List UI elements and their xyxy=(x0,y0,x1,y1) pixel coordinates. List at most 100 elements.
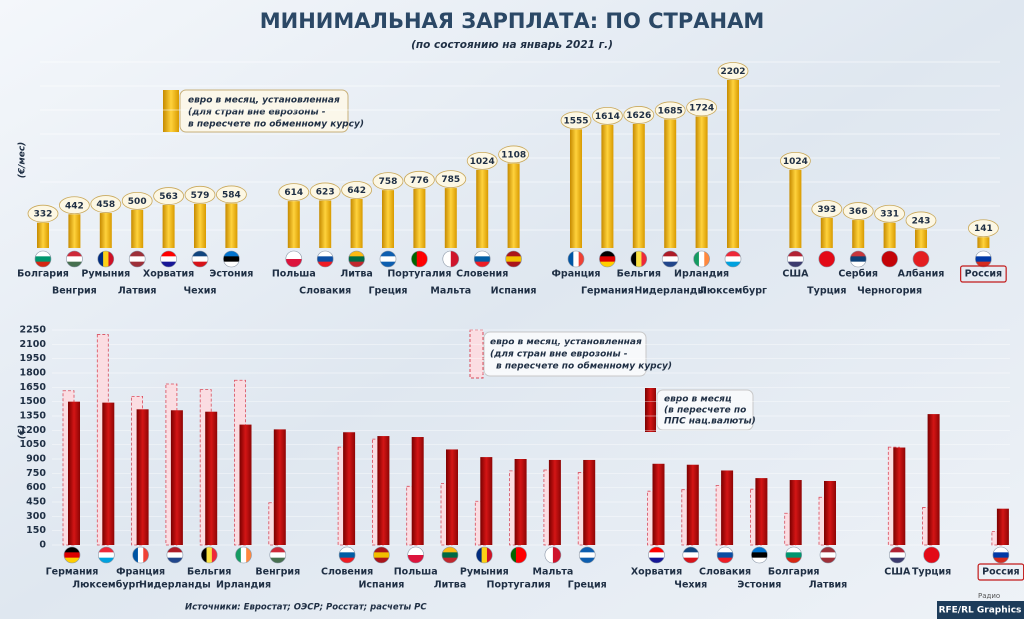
x-tick-label: Эстония xyxy=(209,269,253,280)
flag xyxy=(579,547,596,563)
x-tick-label: Греция xyxy=(568,580,607,591)
x-tick-label: Люксембург xyxy=(72,580,140,591)
bar xyxy=(350,199,363,248)
bar xyxy=(446,449,458,545)
value-label-bg xyxy=(341,181,373,199)
flag-rim xyxy=(34,250,52,268)
flag xyxy=(923,547,940,563)
bar xyxy=(583,459,596,545)
value-label-bg xyxy=(654,101,686,120)
flag xyxy=(474,251,491,267)
flag-stripe xyxy=(785,547,802,553)
flag-stripe xyxy=(682,547,699,553)
x-tick-label: Сербия xyxy=(838,269,878,280)
x-tick-label: Румыния xyxy=(460,567,509,578)
flag-stripe xyxy=(66,251,83,257)
flag-stripe xyxy=(317,256,334,262)
source: Источники: Евростат; ОЭСР; Росстат; расч… xyxy=(185,603,427,613)
flag-stripe xyxy=(97,251,104,267)
flag xyxy=(889,547,906,563)
bar xyxy=(893,447,906,545)
flag xyxy=(751,547,768,563)
value-label-bg xyxy=(466,151,498,170)
flag-stripe xyxy=(481,547,488,563)
x-tick-label: Венгрия xyxy=(52,286,97,297)
flag-stripe xyxy=(380,256,396,262)
value-label-bg xyxy=(811,200,843,218)
value-label: 758 xyxy=(379,177,398,187)
flag-stripe xyxy=(785,557,802,563)
bar xyxy=(411,437,424,545)
flag-stripe xyxy=(787,251,804,257)
bar xyxy=(664,119,677,248)
flag-rim xyxy=(191,250,209,268)
value-label-bg xyxy=(372,172,404,191)
y-tick-label: 900 xyxy=(26,454,46,465)
flag-stripe xyxy=(476,547,482,563)
flag xyxy=(269,547,286,563)
flag-stripe xyxy=(992,557,1009,563)
flag-stripe xyxy=(751,547,768,553)
bar xyxy=(601,124,614,248)
value-label-bg xyxy=(27,204,59,223)
flag-stripe xyxy=(850,251,867,257)
flag-stripe xyxy=(850,261,867,267)
flag-stripe xyxy=(881,251,898,267)
flag-stripe xyxy=(98,557,115,563)
flag xyxy=(881,251,898,267)
flag xyxy=(662,251,679,267)
flag-stripe xyxy=(662,261,679,267)
legend-text: в пересчете по обменному курсу) xyxy=(496,361,672,372)
bar xyxy=(727,79,739,248)
value-label: 584 xyxy=(222,190,241,200)
bar xyxy=(170,410,183,545)
legend-text: евро в месяц, установленная xyxy=(188,96,340,106)
x-tick-label: Турция xyxy=(807,286,846,297)
flag-stripe xyxy=(269,552,286,558)
y-tick-label: 1200 xyxy=(20,425,47,436)
flag-rim xyxy=(473,250,491,268)
flag-stripe xyxy=(648,552,665,558)
flag-stripe xyxy=(913,251,929,267)
bar xyxy=(225,203,238,248)
value-label-bg xyxy=(842,202,874,220)
flag-stripe xyxy=(850,256,867,262)
bar xyxy=(820,218,833,248)
x-tick-label: Россия xyxy=(982,567,1020,578)
flag-rim xyxy=(818,250,836,268)
flag-stripe xyxy=(269,547,286,553)
value-label: 563 xyxy=(159,192,178,202)
value-label-bg xyxy=(686,98,717,117)
flag-stripe xyxy=(442,557,458,563)
bar xyxy=(382,190,394,248)
value-label: 141 xyxy=(974,224,993,234)
flag-stripe xyxy=(103,251,109,267)
bar xyxy=(131,209,144,248)
flag-rim xyxy=(544,546,562,564)
bar xyxy=(68,401,80,545)
flag-stripe xyxy=(66,256,83,262)
y-tick-label: 300 xyxy=(26,511,46,522)
flag-rim xyxy=(66,250,83,268)
flag-stripe xyxy=(682,557,699,563)
value-label-bg xyxy=(717,62,749,80)
title: МИНИМАЛЬНАЯ ЗАРПЛАТА: ПО СТРАНАМ xyxy=(260,9,765,33)
legend-text: (в пересчете по xyxy=(664,406,746,416)
x-tick-label: Нидерланды xyxy=(634,286,706,297)
subtitle: (по состоянию на январь 2021 г.) xyxy=(411,39,613,51)
value-label: 642 xyxy=(347,186,366,196)
value-label-bg xyxy=(874,204,905,223)
x-tick-label: Франция xyxy=(116,567,165,578)
flag-stripe xyxy=(64,557,80,563)
bar xyxy=(444,188,457,248)
x-tick-label: Болгария xyxy=(17,269,69,280)
y-tick-label: 150 xyxy=(26,525,46,536)
bar xyxy=(686,464,699,545)
bar xyxy=(883,222,896,248)
value-label: 366 xyxy=(849,207,868,217)
flag-stripe xyxy=(223,251,240,257)
bar xyxy=(570,129,582,248)
flag-stripe xyxy=(285,251,302,260)
flag-rim xyxy=(716,546,734,564)
flag-stripe xyxy=(35,256,51,262)
